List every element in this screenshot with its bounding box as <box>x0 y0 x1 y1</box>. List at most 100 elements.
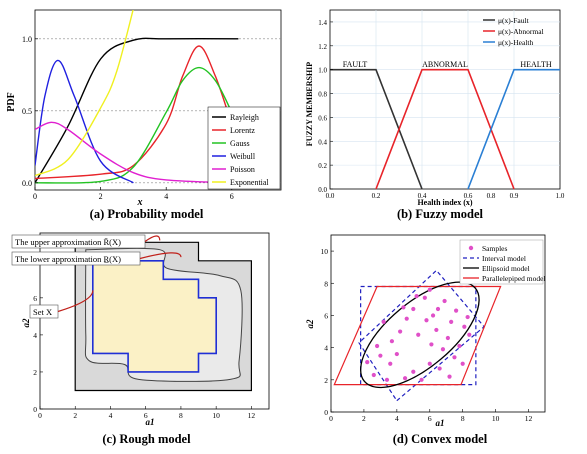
sample-point <box>381 319 386 324</box>
y-tick-label: 2 <box>324 376 328 385</box>
y-tick-label: 4 <box>324 344 328 353</box>
x-tick-label: 4 <box>395 414 399 423</box>
parallelepiped-shape <box>333 285 502 386</box>
legend-label: Weibull <box>230 152 256 161</box>
x-tick-label: 0.9 <box>510 192 519 200</box>
caption-d: (d) Convex model <box>392 432 488 446</box>
x-tick-label: 0 <box>38 411 42 420</box>
legend-box <box>207 106 281 190</box>
sample-point <box>416 332 421 337</box>
annotation-arrow <box>57 290 94 313</box>
sample-point <box>430 313 436 318</box>
caption-a: (a) Probability model <box>89 207 204 221</box>
rotated-interval-box <box>358 269 485 402</box>
y-tick-label: 0.4 <box>318 138 327 146</box>
x-tick-label: 4 <box>109 411 113 420</box>
y-axis-label: a2 <box>305 319 315 329</box>
sample-point <box>422 295 427 300</box>
legend-label: Interval model <box>482 254 526 263</box>
sample-point <box>440 347 446 352</box>
sample-point <box>388 361 393 366</box>
y-axis-label: FUZZY MEMBERSHIP <box>305 62 314 146</box>
legend-box <box>459 239 544 285</box>
x-tick-label: 0.6 <box>464 192 473 200</box>
annotation-label: Set X <box>33 307 52 317</box>
y-tick-label: 1.4 <box>318 19 327 27</box>
sample-point <box>414 294 419 299</box>
sample-point <box>460 361 465 366</box>
sample-point <box>424 318 429 323</box>
sample-point <box>374 343 380 349</box>
legend-label: Gauss <box>230 139 250 148</box>
sample-point <box>401 305 406 310</box>
plot-frame <box>330 234 546 413</box>
label-fault: FAULT <box>343 60 368 69</box>
x-tick-label: 0 <box>329 414 333 423</box>
legend-label: Poisson <box>230 165 255 174</box>
sample-point <box>435 306 441 312</box>
y-tick-label: 0.6 <box>318 114 327 122</box>
lower-approximation-region <box>92 259 217 373</box>
sample-point <box>445 335 450 341</box>
y-axis-label: a2 <box>21 318 31 328</box>
sample-point <box>454 308 459 313</box>
series-line-1 <box>375 68 515 190</box>
series-gauss-line <box>35 66 240 184</box>
annotation-box <box>11 251 141 266</box>
sample-point <box>398 329 403 334</box>
sample-point <box>384 377 390 382</box>
sample-point <box>434 327 439 333</box>
plot-frame <box>329 9 561 190</box>
legend-label: μ(x)-Health <box>498 38 534 47</box>
sample-point <box>394 351 399 357</box>
y-tick-label: 2 <box>33 368 37 377</box>
x-tick-label: 12 <box>248 411 256 420</box>
x-tick-label: 8 <box>179 411 183 420</box>
x-tick-label: 10 <box>212 411 220 420</box>
caption-c: (c) Rough model <box>102 432 191 446</box>
sample-point <box>378 353 383 358</box>
x-axis-label: a1 <box>146 417 155 427</box>
y-tick-label: 0.2 <box>318 162 327 170</box>
sample-point <box>465 314 470 320</box>
x-tick-label: 4 <box>164 192 168 201</box>
x-axis-label: Health index (x) <box>417 198 472 207</box>
sample-point <box>427 361 432 366</box>
y-tick-label: 0.5 <box>22 107 32 116</box>
sample-point <box>462 324 467 329</box>
sample-point <box>419 377 424 382</box>
x-axis-label: a1 <box>436 418 445 428</box>
ellipsoid-shape <box>360 281 480 389</box>
sample-point <box>402 376 408 381</box>
y-tick-label: 0 <box>33 405 37 414</box>
label-abnormal: ABNORMAL <box>422 60 468 69</box>
sample-point <box>427 287 432 292</box>
legend-label: μ(x)-Abnormal <box>498 27 544 36</box>
y-tick-label: 0 <box>324 408 328 417</box>
x-tick-label: 0 <box>33 192 37 201</box>
x-tick-label: 1.0 <box>556 192 565 200</box>
sample-point <box>365 360 370 365</box>
y-tick-label: 8 <box>324 279 328 288</box>
sample-point <box>371 372 376 378</box>
x-tick-label: 6 <box>230 192 234 201</box>
plot-frame <box>34 9 282 191</box>
x-tick-label: 0.0 <box>326 192 335 200</box>
annotation-label: The lower approximation R̲(X) <box>15 254 121 264</box>
series-line-0 <box>330 68 423 190</box>
x-tick-label: 6 <box>144 411 148 420</box>
sample-point <box>457 343 462 349</box>
y-tick-label: 1.2 <box>318 43 327 51</box>
y-tick-label: 6 <box>33 294 37 303</box>
y-tick-label: 0.0 <box>318 186 327 194</box>
legend-label: Lorentz <box>230 126 255 135</box>
x-tick-label: 0.4 <box>418 192 427 200</box>
label-health: HEALTH <box>520 60 551 69</box>
sample-point <box>429 342 434 347</box>
sample-point <box>389 339 395 344</box>
x-tick-label: 10 <box>492 414 500 423</box>
x-tick-label: 12 <box>525 414 533 423</box>
series-exponential-line <box>35 10 134 177</box>
x-tick-label: 2 <box>73 411 77 420</box>
